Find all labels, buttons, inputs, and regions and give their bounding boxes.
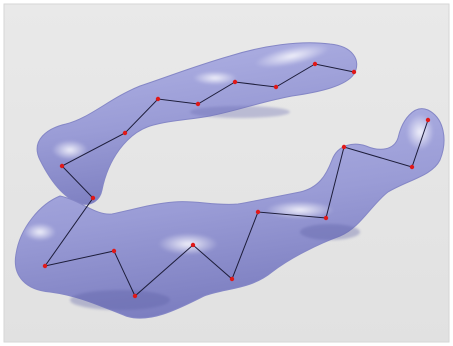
atom-marker bbox=[323, 215, 329, 221]
surface-shadows bbox=[70, 106, 360, 310]
atom-marker bbox=[42, 263, 48, 269]
atom-marker bbox=[229, 276, 235, 282]
atom-marker bbox=[155, 96, 161, 102]
atom-marker bbox=[255, 209, 261, 215]
atom-markers bbox=[42, 61, 431, 299]
surface-upper-arm bbox=[36, 42, 358, 205]
atom-marker bbox=[111, 248, 117, 254]
atom-marker bbox=[132, 293, 138, 299]
atom-marker bbox=[312, 61, 318, 67]
atom-marker bbox=[341, 144, 347, 150]
atom-marker bbox=[351, 69, 357, 75]
atom-marker bbox=[59, 163, 65, 169]
atom-marker bbox=[190, 242, 196, 248]
viewport-frame bbox=[3, 3, 450, 343]
atom-marker bbox=[273, 84, 279, 90]
atom-marker bbox=[409, 164, 415, 170]
atom-marker bbox=[122, 130, 128, 136]
atom-marker bbox=[195, 101, 201, 107]
atom-marker bbox=[425, 117, 431, 123]
atom-marker bbox=[90, 195, 96, 201]
atom-marker bbox=[232, 79, 238, 85]
